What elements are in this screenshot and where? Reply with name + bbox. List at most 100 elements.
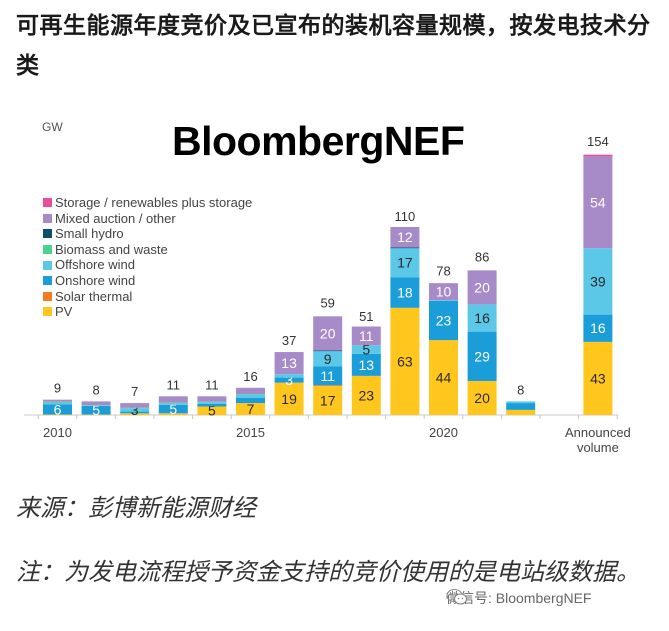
legend-label: Small hydro xyxy=(55,226,124,242)
legend-swatch xyxy=(43,198,52,208)
bar-segment-onshore-wind xyxy=(120,411,150,414)
total-label: 86 xyxy=(475,250,489,265)
bar-segment-onshore-wind xyxy=(506,403,536,410)
bar-segment-offshore-wind xyxy=(197,402,227,404)
bar-segment-offshore-wind xyxy=(43,402,72,405)
data-label: 29 xyxy=(474,348,490,364)
x-tick-label: 2020 xyxy=(429,425,458,440)
legend-swatch xyxy=(43,229,52,239)
bar-segment-mixed-auction-other xyxy=(583,156,613,249)
bar-segment-mixed-auction-other xyxy=(43,399,72,402)
bar-segment-onshore-wind xyxy=(197,403,227,407)
data-label: 20 xyxy=(474,279,490,295)
data-label: 3 xyxy=(285,372,293,388)
bar-segment-pv xyxy=(313,386,343,415)
data-label: 6 xyxy=(54,401,62,417)
bar-segment-mixed-auction-other xyxy=(274,352,304,375)
total-label: 8 xyxy=(517,382,524,397)
data-label: 23 xyxy=(436,313,452,329)
x-tick-label: 2015 xyxy=(236,425,265,440)
bar-segment-onshore-wind xyxy=(274,377,304,383)
bar-segment-pv xyxy=(351,375,381,415)
bar-segment-storage-renewables-plus-storage xyxy=(583,154,613,157)
brand-logo-text: BloombergNEF xyxy=(172,118,465,164)
x-tick-label: 2010 xyxy=(43,425,72,440)
data-label: 16 xyxy=(590,320,606,336)
data-label: 12 xyxy=(397,229,413,245)
total-label: 7 xyxy=(131,384,138,399)
bar-segment-mixed-auction-other xyxy=(197,396,227,402)
y-axis-unit-label: GW xyxy=(42,120,63,134)
legend-item: Small hydro xyxy=(43,226,252,242)
bar-segment-mixed-auction-other xyxy=(313,316,343,351)
bar-segment-offshore-wind xyxy=(313,351,343,367)
total-label: 154 xyxy=(587,134,609,149)
data-label: 13 xyxy=(359,357,375,373)
data-label: 5 xyxy=(208,403,216,419)
legend-label: PV xyxy=(55,304,73,320)
bar-segment-offshore-wind xyxy=(429,300,458,302)
bar-segment-pv xyxy=(583,341,613,415)
bar-segment-offshore-wind xyxy=(158,403,188,405)
bar-segment-pv xyxy=(274,382,304,415)
legend-item: PV xyxy=(43,304,252,320)
data-label: 3 xyxy=(131,402,139,418)
legend-label: Mixed auction / other xyxy=(55,210,176,226)
total-label: 59 xyxy=(320,296,334,311)
legend-swatch xyxy=(43,291,52,301)
legend-label: Storage / renewables plus storage xyxy=(55,195,253,210)
bar-segment-onshore-wind xyxy=(43,404,72,415)
data-label: 5 xyxy=(169,401,177,417)
bar-segment-pv xyxy=(390,307,420,415)
data-label: 20 xyxy=(320,325,336,341)
bar-segment-mixed-auction-other xyxy=(467,270,497,305)
x-tick-label: Announced xyxy=(565,425,631,440)
source-caption: 来源：彭博新能源财经 xyxy=(16,494,256,522)
legend-item: Biomass and waste xyxy=(43,242,252,258)
bar-segment-onshore-wind xyxy=(351,353,381,376)
data-label: 5 xyxy=(92,402,100,418)
total-label: 16 xyxy=(243,369,257,384)
legend-label: Biomass and waste xyxy=(55,241,168,257)
bar-segment-pv xyxy=(158,413,188,415)
data-label: 17 xyxy=(397,255,413,271)
bar-segment-onshore-wind xyxy=(583,314,613,342)
bar-segment-offshore-wind xyxy=(467,304,497,332)
data-label: 11 xyxy=(320,368,335,384)
legend-swatch xyxy=(43,276,52,286)
total-label: 78 xyxy=(436,263,450,278)
data-label: 44 xyxy=(436,370,452,386)
stacked-bar-chart: 6958375115117161931337171192059231351151… xyxy=(24,134,631,455)
legend-item: Solar thermal xyxy=(43,289,252,305)
bar-segment-offshore-wind xyxy=(506,401,536,404)
total-label: 37 xyxy=(282,333,296,348)
bar-segment-small-hydro xyxy=(313,350,343,352)
bar-segment-biomass-and-waste xyxy=(43,401,72,403)
bar-segment-pv xyxy=(236,403,265,415)
legend-swatch xyxy=(43,213,52,223)
data-label: 17 xyxy=(320,393,336,409)
watermark: 微信号: BloombergNEF xyxy=(446,588,591,608)
data-label: 7 xyxy=(247,401,255,417)
data-label: 13 xyxy=(281,355,297,371)
bar-segment-offshore-wind xyxy=(351,345,381,354)
legend-item: Onshore wind xyxy=(43,273,252,289)
x-tick-label: volume xyxy=(577,440,619,455)
bar-segment-mixed-auction-other xyxy=(236,387,265,395)
data-label: 10 xyxy=(436,284,452,300)
legend-item: Offshore wind xyxy=(43,257,252,273)
total-label: 51 xyxy=(359,309,373,324)
legend-label: Offshore wind xyxy=(55,257,135,273)
bar-segment-biomass-and-waste xyxy=(197,401,227,403)
bar-segment-biomass-and-waste xyxy=(81,405,111,406)
note-caption: 注：为发电流程授予资金支持的竞价使用的是电站级数据。 xyxy=(16,558,640,586)
total-label: 9 xyxy=(54,381,61,396)
bar-segment-mixed-auction-other xyxy=(158,396,188,403)
bar-segment-onshore-wind xyxy=(429,301,458,341)
watermark-text: 微信号: BloombergNEF xyxy=(446,590,592,606)
data-label: 11 xyxy=(359,328,374,344)
bar-segment-mixed-auction-other xyxy=(390,227,420,248)
legend-swatch xyxy=(43,260,52,270)
total-label: 110 xyxy=(395,209,416,224)
wechat-icon xyxy=(446,588,468,605)
